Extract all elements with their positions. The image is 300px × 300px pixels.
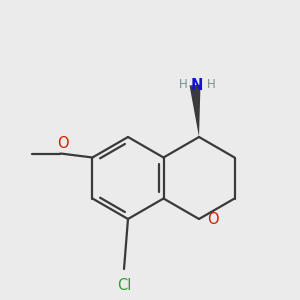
Text: H: H [178, 79, 188, 92]
Text: H: H [207, 79, 215, 92]
Text: O: O [57, 136, 68, 151]
Polygon shape [190, 85, 200, 137]
Text: N: N [191, 77, 203, 92]
Text: Cl: Cl [117, 278, 131, 292]
Text: O: O [207, 212, 219, 226]
